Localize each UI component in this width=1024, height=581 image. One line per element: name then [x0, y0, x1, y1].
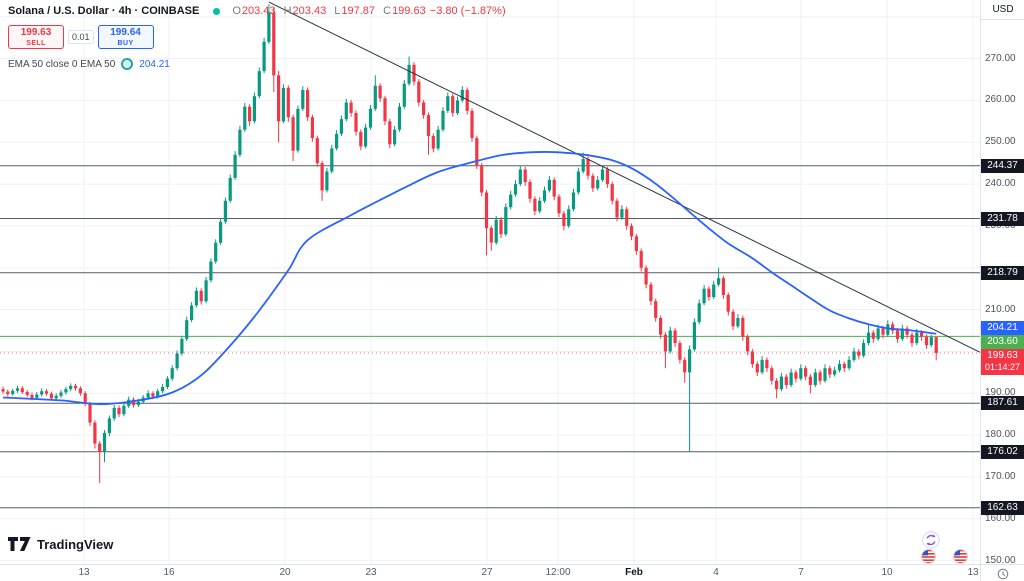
- sell-button[interactable]: 199.63 SELL: [8, 25, 64, 49]
- ema-line[interactable]: [2, 151, 937, 406]
- chart-pane[interactable]: Solana / U.S. Dollar · 4h · COINBASE O20…: [0, 0, 980, 564]
- bar-countdown: 01:14:27: [984, 361, 1021, 372]
- chart-legend: Solana / U.S. Dollar · 4h · COINBASE O20…: [8, 4, 506, 70]
- trendline[interactable]: [268, 1, 980, 353]
- price-tick-label: 170.00: [985, 471, 1016, 482]
- time-tick-label: 4: [713, 567, 719, 578]
- level-price-label[interactable]: 231.78: [981, 211, 1024, 226]
- currency-label[interactable]: USD: [981, 0, 1024, 20]
- level-price-label[interactable]: 187.61: [981, 396, 1024, 411]
- indicator-value: 204.21: [139, 58, 170, 70]
- price-tick-label: 180.00: [985, 429, 1016, 441]
- us-flag-icon: [921, 549, 936, 564]
- last-price-label[interactable]: 199.63 01:14:27: [981, 348, 1024, 375]
- indicator-label: EMA 50 close 0 EMA 50: [8, 58, 116, 70]
- price-axis[interactable]: USD 270.00260.00250.00240.00230.00210.00…: [980, 0, 1024, 564]
- time-axis[interactable]: 13 16 20 23 27 12:00 Feb 4 7 10 13: [0, 564, 980, 581]
- price-tick-label: 160.00: [985, 512, 1016, 524]
- time-tick-label: 20: [279, 567, 291, 578]
- high-label: H: [283, 5, 292, 17]
- price-tick-label: 240.00: [985, 178, 1016, 190]
- price-tick-label: 270.00: [985, 52, 1016, 64]
- time-tick-label: 23: [365, 567, 377, 578]
- indicator-icon: [121, 58, 134, 70]
- low-label: L: [334, 5, 341, 17]
- tradingview-logo-text: TradingView: [37, 536, 114, 552]
- buy-button[interactable]: 199.64 BUY: [97, 25, 154, 49]
- ema-price-label[interactable]: 204.21: [981, 320, 1024, 335]
- time-tick-label: 12:00: [545, 567, 571, 578]
- sell-label: SELL: [26, 39, 46, 47]
- market-status-dot: [213, 7, 221, 15]
- price-tick-label: 260.00: [985, 94, 1016, 106]
- price-tick-label: 210.00: [985, 303, 1016, 315]
- level-price-label[interactable]: 244.37: [981, 158, 1024, 173]
- clock-icon: [997, 568, 1009, 579]
- axis-corner[interactable]: [980, 564, 1024, 581]
- event-flag-badge[interactable]: [921, 549, 936, 564]
- event-flag-badge[interactable]: [953, 549, 968, 564]
- symbol-title[interactable]: Solana / U.S. Dollar · 4h · COINBASE: [8, 5, 200, 17]
- price-tick-label: 250.00: [985, 136, 1016, 148]
- time-tick-label: 16: [163, 567, 175, 578]
- ohlc-values: O203.43 H203.43 L197.87 C199.63 −3.80 (−…: [227, 5, 505, 17]
- tradingview-logo[interactable]: TradingView: [8, 536, 113, 552]
- chart-canvas[interactable]: [0, 0, 980, 564]
- level-price-label[interactable]: 162.63: [981, 500, 1024, 515]
- price-tick-label: 150.00: [985, 554, 1016, 564]
- tradingview-logo-icon: [8, 537, 31, 551]
- open-value: 203.43: [241, 5, 276, 17]
- high-value: 203.43: [292, 5, 327, 17]
- order-panel: 199.63 SELL 0.01 199.64 BUY: [8, 25, 506, 49]
- time-tick-label: 10: [881, 567, 893, 578]
- time-tick-label: Feb: [625, 567, 643, 578]
- time-tick-label: 27: [481, 567, 493, 578]
- us-flag-icon: [953, 549, 968, 564]
- open-label: O: [232, 5, 241, 17]
- close-label: C: [383, 5, 392, 17]
- spread-value: 0.01: [68, 30, 94, 44]
- buy-label: BUY: [117, 39, 134, 47]
- time-tick-label: 7: [798, 567, 804, 578]
- sync-arrows-icon: [922, 531, 940, 549]
- grid: [0, 0, 980, 564]
- sell-price: 199.63: [20, 26, 52, 38]
- buy-price: 199.64: [110, 26, 141, 38]
- time-tick-label: 13: [967, 567, 979, 578]
- horizontal-level-lines[interactable]: [0, 165, 980, 509]
- level-price-label[interactable]: 176.02: [981, 444, 1024, 459]
- candles: [1, 4, 938, 484]
- indicator-legend[interactable]: EMA 50 close 0 EMA 50 204.21: [8, 58, 506, 70]
- alert-price-label[interactable]: 203.60: [981, 334, 1024, 349]
- price-tick-label: 190.00: [985, 387, 1016, 399]
- time-tick-label: 13: [78, 567, 90, 578]
- level-price-label[interactable]: 218.79: [981, 265, 1024, 280]
- low-value: 197.87: [341, 5, 376, 17]
- change-value: −3.80 (−1.87%): [429, 5, 506, 17]
- close-value: 199.63: [392, 5, 426, 17]
- sync-arrows-badge[interactable]: [922, 531, 940, 554]
